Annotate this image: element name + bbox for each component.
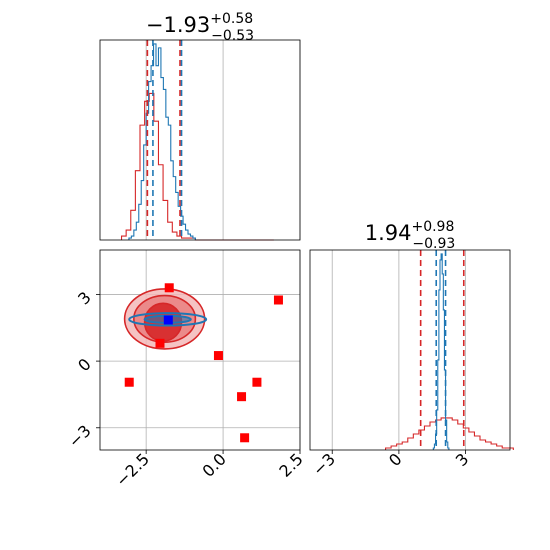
scatter-y-tick-label-0: −3: [65, 421, 95, 451]
hist-x-title-sup: +0.58: [210, 11, 253, 27]
red-square-marker-3: [213, 351, 223, 361]
red-square-marker-2: [124, 377, 134, 387]
hist-y-red-histogram: [385, 417, 514, 450]
hist-y-plot-area: [385, 250, 514, 450]
scatter-plot-area: [123, 283, 283, 443]
red-square-marker-4: [273, 295, 283, 305]
hist-y-panel: 1.94+0.98 −0.93 −3 0 3: [309, 219, 514, 480]
blue-square-marker: [163, 315, 173, 325]
hist-y-title-sup: +0.98: [411, 219, 454, 235]
hist-y-x-ticks: −3 0 3: [309, 449, 472, 479]
red-square-marker-5: [252, 377, 262, 387]
red-square-marker-1: [155, 338, 165, 348]
hist-x-panel: −1.93+0.58 −0.53: [99, 11, 301, 241]
scatter-x-tick-label-0: −2.5: [112, 449, 153, 490]
hist-x-title-main: −1.93: [146, 13, 210, 37]
hist-x-title-sub: −0.53: [211, 28, 254, 44]
scatter-x-tick-label-1: 0.0: [198, 449, 229, 480]
scatter-y-ticks: −3 0 3: [65, 288, 100, 451]
hist-x-red-histogram: [120, 92, 274, 241]
hist-y-title-sub: −0.93: [412, 236, 455, 252]
hist-y-x-tick-label-2: 3: [452, 449, 473, 470]
scatter-grid: [100, 250, 301, 450]
scatter-y-tick-label-1: 0: [74, 355, 95, 376]
hist-y-x-tick-label-1: 0: [385, 449, 406, 470]
hist-y-grid: [331, 250, 466, 450]
scatter-y-tick-label-2: 3: [74, 288, 95, 309]
scatter-x-tick-label-2: 2.5: [275, 449, 306, 480]
hist-x-title: −1.93+0.58 −0.53: [146, 11, 254, 44]
red-square-marker-7: [240, 433, 250, 443]
red-square-marker-0: [164, 283, 174, 293]
hist-x-plot-area: [120, 40, 274, 241]
hist-x-blue-histogram: [128, 43, 196, 240]
hist-y-frame: [309, 249, 511, 451]
scatter-x-ticks: −2.5 0.0 2.5: [112, 449, 307, 490]
hist-x-frame: [99, 39, 301, 241]
hist-y-x-tick-label-0: −3: [309, 449, 339, 479]
hist-y-title: 1.94+0.98 −0.93: [365, 219, 456, 252]
red-square-marker-6: [237, 392, 247, 402]
hist-x-grid: [145, 40, 301, 240]
blue-contour-0: [128, 312, 208, 327]
hist-y-title-main: 1.94: [365, 221, 412, 245]
scatter-panel: −2.5 0.0 2.5 −3 0 3: [65, 249, 307, 490]
scatter-frame: [99, 249, 301, 451]
